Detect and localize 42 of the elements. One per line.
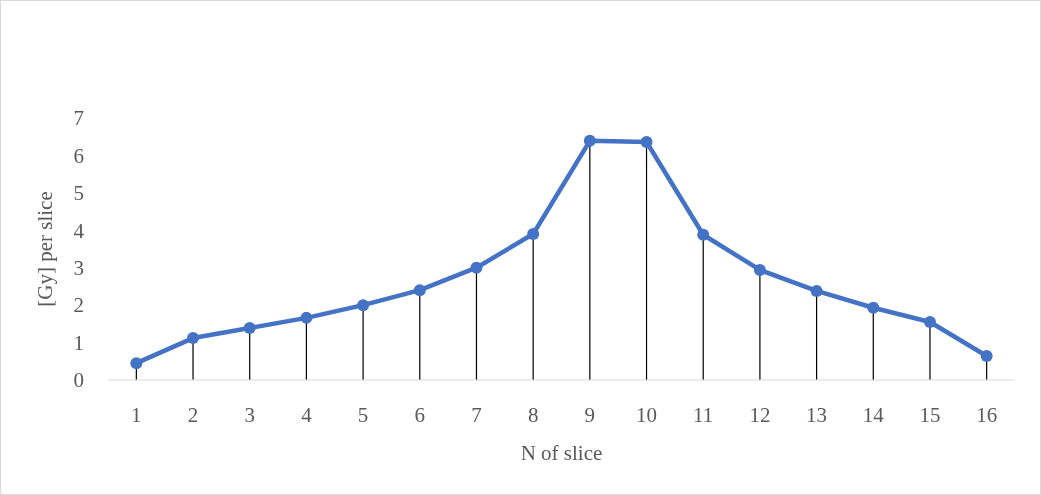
x-tick-label: 11 [693, 403, 714, 427]
y-tick-label: 7 [73, 106, 84, 131]
x-tick-label: 8 [527, 403, 539, 427]
x-tick-label: 3 [244, 403, 255, 427]
y-axis-title: [Gy] per slice [33, 191, 57, 307]
point [697, 228, 710, 241]
point [640, 135, 653, 148]
y-tick-label: 4 [73, 218, 85, 243]
x-tick-label: 5 [357, 403, 369, 427]
point [583, 134, 596, 147]
x-tick-label: 9 [584, 403, 596, 427]
y-tick-label: 5 [73, 181, 84, 206]
y-tick-label: 3 [73, 256, 84, 281]
point [527, 228, 540, 241]
y-tick-label: 6 [73, 143, 84, 168]
point [810, 284, 823, 297]
x-tick-label: 16 [976, 403, 998, 427]
point [923, 315, 936, 328]
x-tick-label: 12 [749, 403, 771, 427]
y-tick-label: 0 [73, 368, 84, 393]
x-tick-label: 15 [919, 403, 941, 427]
x-tick-label: 2 [187, 403, 199, 427]
point [867, 301, 880, 314]
point [357, 299, 370, 312]
x-tick-label: 4 [301, 403, 313, 427]
point [187, 332, 200, 345]
point [130, 357, 143, 370]
x-tick-label: 13 [806, 403, 828, 427]
point [980, 350, 993, 363]
x-tick-label: 7 [471, 403, 482, 427]
point [243, 321, 256, 334]
x-tick-label: 6 [414, 403, 426, 427]
y-tick-label: 2 [73, 293, 84, 318]
point [753, 263, 766, 276]
x-tick-label: 14 [862, 403, 885, 427]
x-tick-label: 1 [131, 403, 142, 427]
point [413, 284, 426, 297]
x-tick-label: 10 [636, 403, 658, 427]
point [300, 311, 313, 324]
x-axis-title: N of slice [520, 441, 603, 465]
y-tick-label: 1 [73, 330, 84, 355]
point [470, 261, 483, 274]
